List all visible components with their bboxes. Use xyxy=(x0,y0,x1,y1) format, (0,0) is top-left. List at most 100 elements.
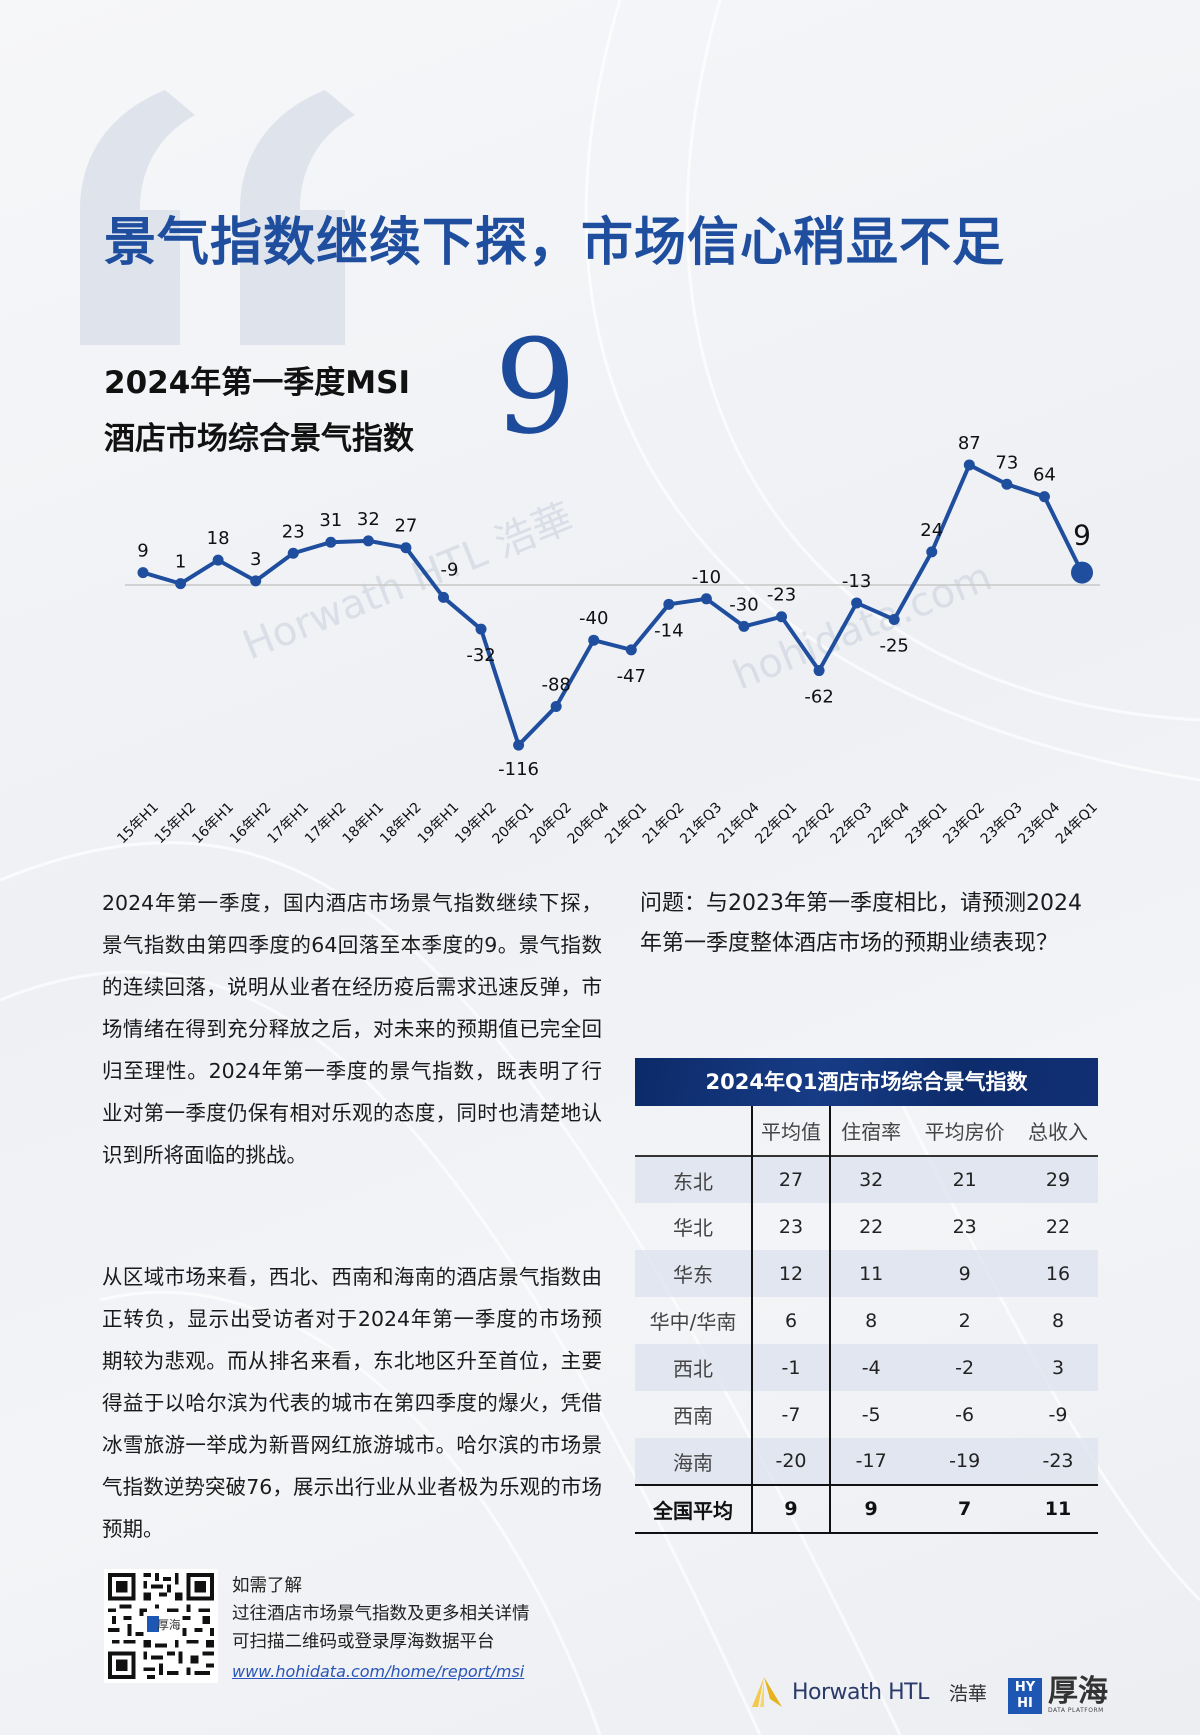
avg-value: 23 xyxy=(751,1203,831,1250)
occ-value: 32 xyxy=(859,1169,884,1191)
rev-value: 22 xyxy=(1045,1215,1071,1238)
data-point xyxy=(250,575,262,587)
table-header-row: 平均值 住宿率 平均房价 总收入 xyxy=(635,1106,1098,1156)
data-label: -25 xyxy=(879,636,908,657)
data-point xyxy=(588,634,600,646)
data-label: -116 xyxy=(498,759,539,780)
adr-value: -2 xyxy=(955,1356,975,1379)
horwath-logo: Horwath HTL 浩華 xyxy=(748,1675,987,1709)
qr-code[interactable]: 厚海 xyxy=(104,1569,218,1683)
data-point xyxy=(400,542,412,554)
data-label: 73 xyxy=(995,452,1018,473)
hohi-cn: 厚海 xyxy=(1048,1674,1108,1709)
paragraph-2: 从区域市场来看，西北、西南和海南的酒店景气指数由正转负，显示出受访者对于2024… xyxy=(102,1265,602,1541)
msi-value: 9 xyxy=(494,311,577,463)
adr-value: 7 xyxy=(958,1498,972,1520)
region-table: 平均值 住宿率 平均房价 总收入 东北 27 32 21 29 华北 23 22… xyxy=(635,1106,1098,1534)
data-point xyxy=(137,567,149,579)
data-point xyxy=(1001,478,1013,490)
avg-value: -7 xyxy=(751,1391,831,1438)
header-adr: 平均房价 xyxy=(924,1120,1005,1144)
data-point xyxy=(851,597,863,609)
data-point xyxy=(813,665,825,677)
region-name: 西南 xyxy=(673,1404,713,1428)
rev-value: -9 xyxy=(1048,1403,1068,1426)
data-label: -10 xyxy=(692,567,721,588)
data-label: -40 xyxy=(579,608,608,629)
rev-value: 11 xyxy=(1044,1498,1072,1520)
data-point xyxy=(475,623,487,635)
occ-value: 8 xyxy=(865,1309,878,1332)
headline: 景气指数继续下探，市场信心稍显不足 xyxy=(104,212,1006,273)
footer-info: 如需了解 过往酒店市场景气指数及更多相关详情 可扫描二维码或登录厚海数据平台 w… xyxy=(232,1572,530,1686)
svg-text:厚海: 厚海 xyxy=(157,1618,181,1632)
data-label: 31 xyxy=(319,510,342,531)
data-point xyxy=(1071,561,1093,584)
data-point xyxy=(550,700,562,712)
data-point xyxy=(175,578,187,590)
rev-value: -23 xyxy=(1042,1450,1074,1472)
data-label: 24 xyxy=(920,520,943,541)
paragraph-1: 2024年第一季度，国内酒店市场景气指数继续下探，景气指数由第四季度的64回落至… xyxy=(102,891,602,1167)
header-region xyxy=(635,1106,752,1156)
region-name: 东北 xyxy=(673,1169,713,1194)
rev-value: 29 xyxy=(1045,1169,1071,1191)
rev-value: 16 xyxy=(1045,1262,1071,1285)
data-label: 64 xyxy=(1033,465,1056,486)
data-point xyxy=(513,739,525,751)
report-link[interactable]: www.hohidata.com/home/report/msi xyxy=(232,1662,525,1681)
header-avg: 平均值 xyxy=(751,1106,831,1156)
avg-value: 12 xyxy=(751,1250,831,1297)
data-label: 9 xyxy=(137,541,148,562)
table-row: 华北 23 22 23 22 xyxy=(635,1203,1098,1250)
data-label: 1 xyxy=(175,552,186,573)
data-point xyxy=(700,593,712,605)
header-revenue: 总收入 xyxy=(1027,1120,1088,1144)
data-label: -23 xyxy=(767,585,796,606)
horwath-arrow-icon xyxy=(752,1677,782,1707)
region-name: 全国平均 xyxy=(653,1498,733,1523)
rev-value: 8 xyxy=(1051,1309,1065,1332)
region-name: 华中/华南 xyxy=(649,1310,737,1334)
rev-value: 3 xyxy=(1051,1356,1065,1379)
adr-value: 21 xyxy=(952,1169,977,1191)
adr-value: 23 xyxy=(952,1215,977,1238)
data-label: -62 xyxy=(804,687,833,708)
footer-line1: 如需了解 xyxy=(232,1576,302,1596)
occ-value: 9 xyxy=(864,1498,878,1520)
occ-value: -17 xyxy=(855,1450,887,1472)
data-point xyxy=(963,459,975,471)
data-label: 87 xyxy=(958,433,981,454)
adr-value: -19 xyxy=(949,1450,981,1472)
data-label: 3 xyxy=(250,549,261,570)
data-label: 18 xyxy=(207,528,230,549)
msi-label: 2024年第一季度MSI 酒店市场综合景气指数 xyxy=(104,355,414,467)
header-occupancy: 住宿率 xyxy=(841,1120,902,1144)
data-label: -47 xyxy=(617,666,646,687)
data-point xyxy=(738,620,750,632)
data-point xyxy=(888,614,900,625)
data-label: -14 xyxy=(654,620,683,641)
data-label: 23 xyxy=(282,521,305,542)
data-label: 27 xyxy=(394,516,417,537)
x-tick-label: 24年Q1 xyxy=(1053,800,1101,848)
data-point xyxy=(325,536,337,548)
quote-mark-icon xyxy=(80,90,355,345)
data-label: -32 xyxy=(466,645,495,666)
table-row: 东北 27 32 21 29 xyxy=(635,1156,1098,1203)
data-label: -30 xyxy=(729,594,758,615)
footer-line3: 可扫描二维码或登录厚海数据平台 xyxy=(232,1632,495,1652)
data-point xyxy=(437,591,449,603)
data-point xyxy=(362,535,374,547)
question-text: 问题：与2023年第一季度相比，请预测2024年第一季度整体酒店市场的预期业绩表… xyxy=(640,891,1082,956)
hohi-sub: DATA PLATFORM xyxy=(1048,1707,1104,1714)
table-row: 华东 12 11 9 16 xyxy=(635,1250,1098,1297)
avg-value: 27 xyxy=(751,1156,831,1203)
adr-value: -6 xyxy=(955,1403,975,1426)
avg-value: 9 xyxy=(751,1485,831,1533)
msi-label-line1: 2024年第一季度MSI xyxy=(104,365,410,401)
avg-value: -1 xyxy=(751,1344,831,1391)
data-point xyxy=(663,598,675,610)
table-row: 华中/华南 6 8 2 8 xyxy=(635,1297,1098,1344)
